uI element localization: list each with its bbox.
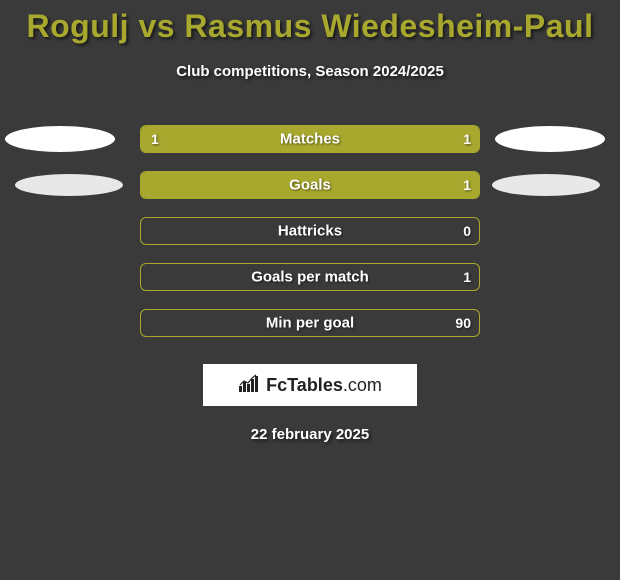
stat-row: Goals 1	[0, 162, 620, 208]
player-right-marker	[492, 174, 600, 196]
stat-label: Min per goal	[141, 315, 479, 332]
stat-bar-goals-per-match: Goals per match 1	[140, 263, 480, 291]
fctables-logo[interactable]: FcTables.com	[203, 364, 417, 406]
stat-right-value: 1	[463, 177, 471, 193]
logo-text-light: .com	[343, 375, 382, 395]
stat-bar-goals: Goals 1	[140, 171, 480, 199]
bar-chart-icon	[238, 374, 260, 397]
date-text: 22 february 2025	[0, 426, 620, 443]
stat-right-value: 0	[463, 223, 471, 239]
stat-bar-min-per-goal: Min per goal 90	[140, 309, 480, 337]
stat-right-value: 90	[455, 315, 471, 331]
stat-label: Hattricks	[141, 223, 479, 240]
player-right-marker	[495, 126, 605, 152]
stat-label: Goals per match	[141, 269, 479, 286]
logo-text: FcTables.com	[266, 375, 382, 396]
stat-row: Hattricks 0	[0, 208, 620, 254]
comparison-chart: 1 Matches 1 Goals 1 Hattricks 0	[0, 116, 620, 346]
player-left-marker	[15, 174, 123, 196]
stat-row: 1 Matches 1	[0, 116, 620, 162]
stat-right-value: 1	[463, 131, 471, 147]
stat-label: Goals	[141, 177, 479, 194]
stat-right-value: 1	[463, 269, 471, 285]
stat-bar-hattricks: Hattricks 0	[140, 217, 480, 245]
subtitle: Club competitions, Season 2024/2025	[0, 63, 620, 80]
stat-label: Matches	[141, 131, 479, 148]
stat-bar-matches: 1 Matches 1	[140, 125, 480, 153]
stat-row: Goals per match 1	[0, 254, 620, 300]
logo-text-bold: FcTables	[266, 375, 343, 395]
player-left-marker	[5, 126, 115, 152]
stat-row: Min per goal 90	[0, 300, 620, 346]
page-title: Rogulj vs Rasmus Wiedesheim-Paul	[0, 0, 620, 45]
